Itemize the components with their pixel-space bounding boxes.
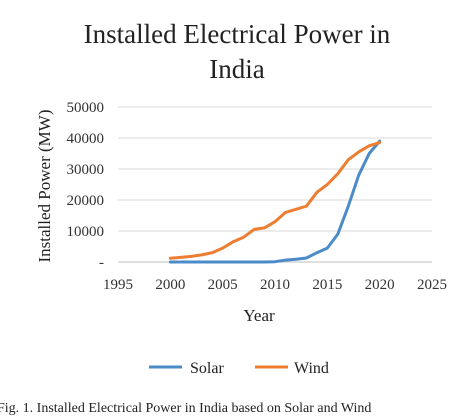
y-axis-label: Installed Power (MW) (35, 110, 54, 263)
x-tick-label: 2010 (260, 277, 290, 293)
y-tick-label: 30000 (67, 162, 105, 178)
figure-caption: Fig. 1. Installed Electrical Power in In… (0, 401, 372, 416)
x-tick-label: 2005 (208, 277, 238, 293)
legend-label-wind: Wind (294, 360, 329, 377)
y-tick-label: 20000 (67, 193, 105, 209)
x-tick-label: 2000 (155, 277, 185, 293)
x-tick-label: 1995 (103, 277, 133, 293)
x-axis-label: Year (243, 306, 275, 325)
chart-title-line-1: Installed Electrical Power in (84, 19, 391, 49)
chart: Installed Electrical Power in India - 100… (35, 19, 447, 377)
y-tick-label: 10000 (67, 224, 105, 240)
x-tick-label: 2020 (365, 277, 395, 293)
chart-title-line-2: India (209, 54, 264, 84)
y-axis-ticks: - 10000 20000 30000 40000 50000 (67, 100, 105, 271)
x-tick-label: 2015 (312, 277, 342, 293)
series-lines (168, 139, 382, 264)
x-axis-ticks: 1995 2000 2005 2010 2015 2020 2025 (103, 277, 447, 293)
x-tick-label: 2025 (417, 277, 447, 293)
gridlines (118, 106, 432, 263)
y-tick-label: 50000 (67, 100, 105, 116)
legend: Solar Wind (149, 360, 329, 377)
legend-label-solar: Solar (190, 360, 224, 377)
y-tick-label: - (99, 255, 104, 271)
y-tick-label: 40000 (67, 131, 105, 147)
